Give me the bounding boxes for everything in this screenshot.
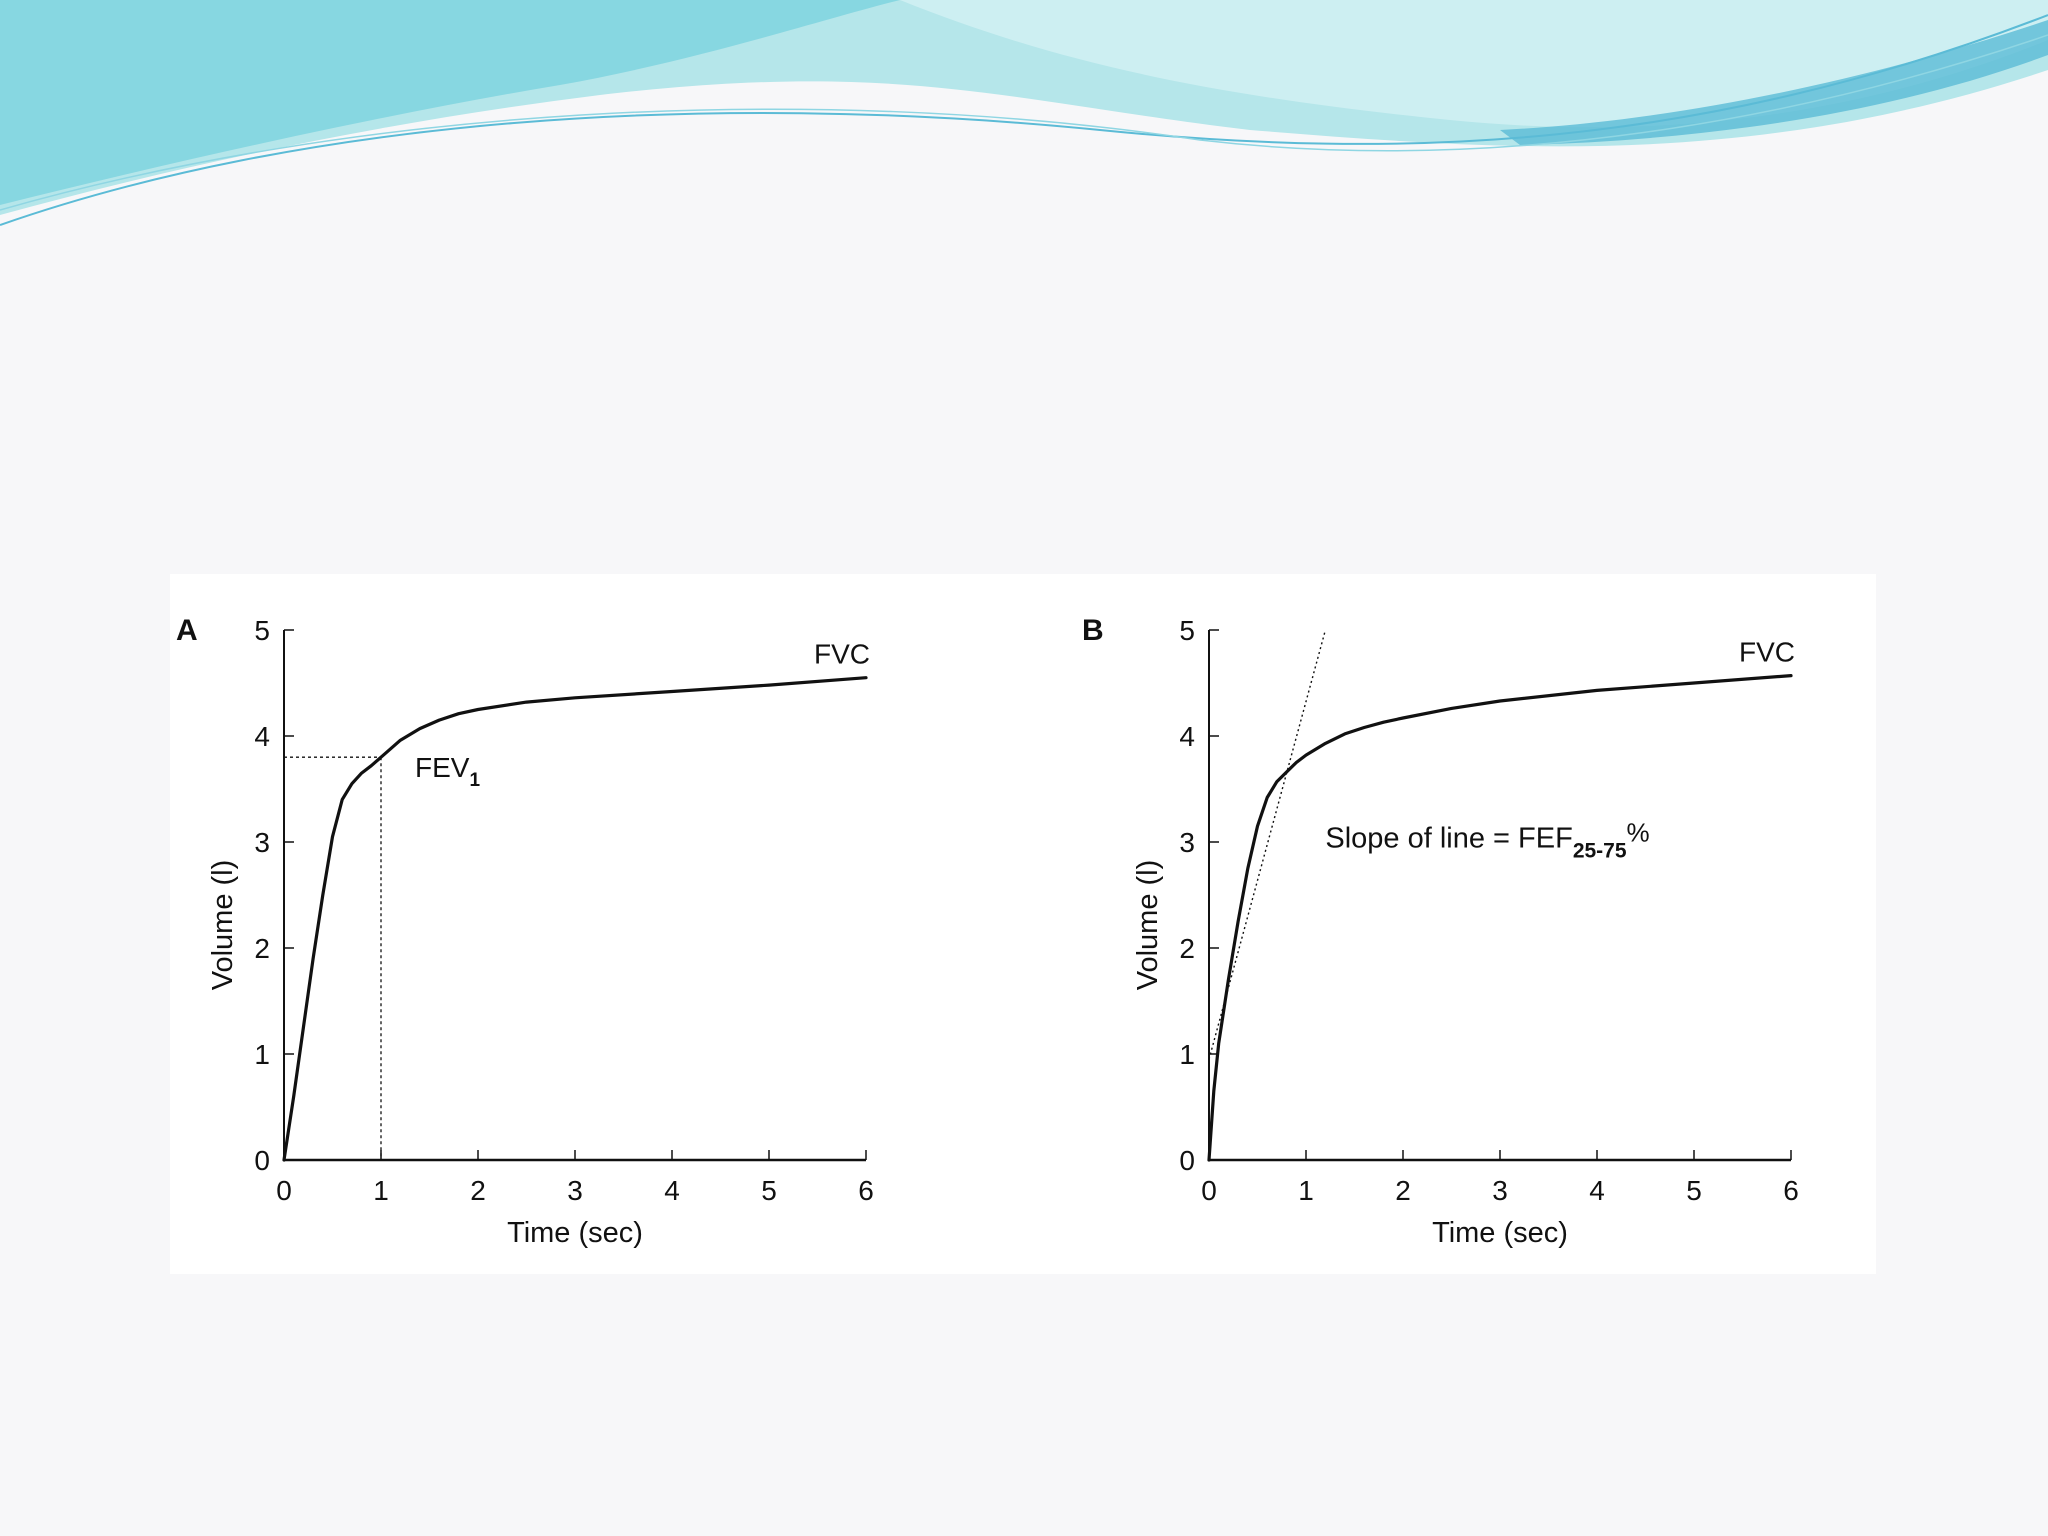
x-tick-label: 3 — [567, 1175, 583, 1206]
chart-b: B 0 1 2 3 4 5 0 1 2 3 4 5 6 Time (sec) Volume (l) FVC Slo… — [1082, 614, 1799, 1249]
panel-letter: B — [1082, 614, 1104, 647]
wave-line-1 — [0, 14, 2048, 226]
volume-curve — [282, 676, 868, 1162]
y-tick-label: 1 — [1179, 1039, 1195, 1070]
header-wave-decoration — [0, 0, 2048, 226]
y-tick-label: 0 — [254, 1145, 270, 1176]
x-tick-label: 2 — [1395, 1175, 1411, 1206]
y-tick-label: 5 — [1179, 615, 1195, 646]
y-axis-label: Volume (l) — [1132, 860, 1164, 991]
y-tick-label: 2 — [1179, 933, 1195, 964]
chart-a: A 0 1 2 3 4 5 0 1 2 3 4 5 6 Time (sec) Volume (l) FVC FEV… — [176, 614, 874, 1249]
x-tick-label: 0 — [276, 1175, 292, 1206]
fvc-label: FVC — [1739, 637, 1795, 668]
fef-slope-line — [1208, 629, 1327, 1060]
wave-band-mid — [0, 0, 2048, 128]
y-tick-label: 1 — [254, 1039, 270, 1070]
fvc-label: FVC — [814, 639, 870, 670]
x-tick-label: 4 — [664, 1175, 680, 1206]
y-tick-label: 4 — [1179, 721, 1195, 752]
wave-band-left — [0, 0, 900, 205]
y-tick-label: 5 — [254, 615, 270, 646]
wave-line-2 — [0, 34, 2048, 211]
x-tick-label: 6 — [1783, 1175, 1799, 1206]
x-tick-label: 1 — [1298, 1175, 1314, 1206]
x-tick-label: 6 — [858, 1175, 874, 1206]
fev1-label: FEV1 — [415, 752, 480, 791]
x-tick-label: 4 — [1589, 1175, 1605, 1206]
panel-letter: A — [176, 614, 198, 647]
x-tick-label: 0 — [1201, 1175, 1217, 1206]
y-axis-label: Volume (l) — [207, 860, 239, 991]
x-tick-label: 5 — [761, 1175, 777, 1206]
y-tick-label: 0 — [1179, 1145, 1195, 1176]
x-tick-label: 1 — [373, 1175, 389, 1206]
x-tick-label: 2 — [470, 1175, 486, 1206]
x-tick-label: 3 — [1492, 1175, 1508, 1206]
volume-curve — [1207, 673, 1793, 1162]
x-tick-label: 5 — [1686, 1175, 1702, 1206]
y-tick-label: 2 — [254, 933, 270, 964]
y-tick-label: 3 — [1179, 827, 1195, 858]
wave-band-right — [1500, 20, 2048, 145]
y-tick-label: 4 — [254, 721, 270, 752]
fef-slope-label: Slope of line = FEF25-75% — [1325, 817, 1649, 862]
x-axis-label: Time (sec) — [507, 1217, 643, 1249]
x-axis-label: Time (sec) — [1432, 1217, 1568, 1249]
y-tick-label: 3 — [254, 827, 270, 858]
